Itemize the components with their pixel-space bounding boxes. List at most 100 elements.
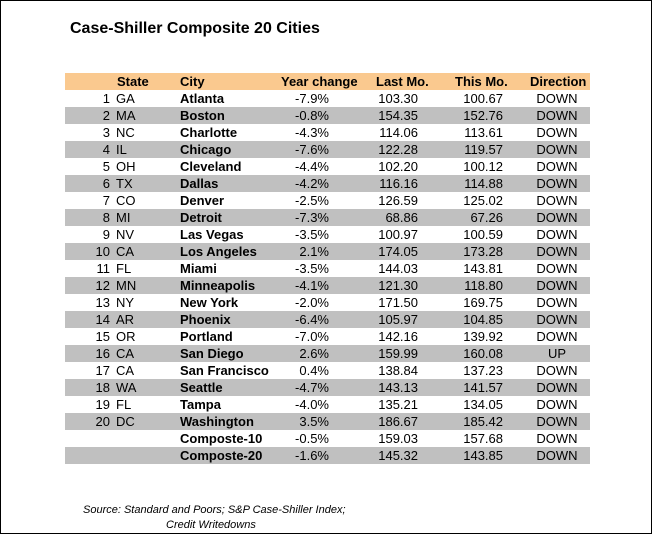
year-change-cell: -7.0% bbox=[295, 329, 329, 344]
city-cell: Composte-20 bbox=[180, 448, 263, 463]
direction-cell: DOWN bbox=[536, 295, 578, 310]
direction-cell: DOWN bbox=[536, 312, 578, 327]
this-mo-cell: 67.26 bbox=[470, 210, 503, 225]
table-title: Case-Shiller Composite 20 Cities bbox=[70, 20, 320, 37]
source-note: Source: Standard and Poors; S&P Case-Shi… bbox=[83, 504, 346, 516]
state-cell: NC bbox=[116, 125, 135, 140]
this-mo-cell: 143.85 bbox=[463, 448, 503, 463]
this-mo-cell: 169.75 bbox=[463, 295, 503, 310]
table-row: 10 CA Los Angeles 2.1% 174.05 173.28 DOWN bbox=[65, 243, 590, 260]
year-change-cell: -0.8% bbox=[295, 108, 329, 123]
table-header-row: State City Year change Last Mo. This Mo.… bbox=[65, 73, 590, 90]
this-mo-cell: 137.23 bbox=[463, 363, 503, 378]
table-row: 19 FL Tampa -4.0% 135.21 134.05 DOWN bbox=[65, 396, 590, 413]
direction-cell: DOWN bbox=[536, 244, 578, 259]
table-row: 18 WA Seattle -4.7% 143.13 141.57 DOWN bbox=[65, 379, 590, 396]
last-mo-cell: 171.50 bbox=[378, 295, 418, 310]
state-cell: IL bbox=[116, 142, 127, 157]
row-number: 20 bbox=[95, 414, 110, 429]
year-change-cell: -3.5% bbox=[295, 261, 329, 276]
direction-cell: DOWN bbox=[536, 125, 578, 140]
city-cell: Las Vegas bbox=[180, 227, 244, 242]
city-cell: Los Angeles bbox=[180, 244, 257, 259]
state-cell: CA bbox=[116, 346, 135, 361]
state-cell: AR bbox=[116, 312, 135, 327]
year-change-cell: -3.5% bbox=[295, 227, 329, 242]
table-row: 16 CA San Diego 2.6% 159.99 160.08 UP bbox=[65, 345, 590, 362]
table-row: 15 OR Portland -7.0% 142.16 139.92 DOWN bbox=[65, 328, 590, 345]
city-cell: Denver bbox=[180, 193, 225, 208]
state-cell: CA bbox=[116, 363, 135, 378]
last-mo-cell: 154.35 bbox=[378, 108, 418, 123]
direction-cell: DOWN bbox=[536, 329, 578, 344]
direction-cell: DOWN bbox=[536, 142, 578, 157]
this-mo-cell: 160.08 bbox=[463, 346, 503, 361]
row-number: 15 bbox=[95, 329, 110, 344]
last-mo-cell: 142.16 bbox=[378, 329, 418, 344]
state-cell: FL bbox=[116, 261, 132, 276]
state-cell: OH bbox=[116, 159, 136, 174]
this-mo-cell: 152.76 bbox=[463, 108, 503, 123]
table-row: 8 MI Detroit -7.3% 68.86 67.26 DOWN bbox=[65, 209, 590, 226]
last-mo-cell: 159.03 bbox=[378, 431, 418, 446]
this-mo-cell: 104.85 bbox=[463, 312, 503, 327]
year-change-cell: 2.1% bbox=[299, 244, 329, 259]
state-cell: NV bbox=[116, 227, 135, 242]
city-cell: Portland bbox=[180, 329, 233, 344]
year-change-cell: -4.7% bbox=[295, 380, 329, 395]
year-change-cell: -4.2% bbox=[295, 176, 329, 191]
row-number: 3 bbox=[102, 125, 110, 140]
row-number: 7 bbox=[102, 193, 110, 208]
state-cell: CA bbox=[116, 244, 135, 259]
direction-cell: DOWN bbox=[536, 278, 578, 293]
last-mo-cell: 105.97 bbox=[378, 312, 418, 327]
direction-cell: DOWN bbox=[536, 397, 578, 412]
table-row: Composte-20 -1.6% 145.32 143.85 DOWN bbox=[65, 447, 590, 464]
year-change-cell: -6.4% bbox=[295, 312, 329, 327]
year-change-cell: -7.3% bbox=[295, 210, 329, 225]
year-change-cell: 2.6% bbox=[299, 346, 329, 361]
year-change-cell: -4.0% bbox=[295, 397, 329, 412]
last-mo-cell: 121.30 bbox=[378, 278, 418, 293]
this-mo-cell: 134.05 bbox=[463, 397, 503, 412]
header-direction: Direction bbox=[530, 74, 587, 89]
city-cell: Washington bbox=[180, 414, 254, 429]
row-number: 5 bbox=[102, 159, 110, 174]
row-number: 16 bbox=[95, 346, 110, 361]
last-mo-cell: 122.28 bbox=[378, 142, 418, 157]
state-cell: WA bbox=[116, 380, 137, 395]
direction-cell: DOWN bbox=[536, 159, 578, 174]
row-number: 4 bbox=[102, 142, 110, 157]
city-cell: Boston bbox=[180, 108, 225, 123]
table-row: Composte-10 -0.5% 159.03 157.68 DOWN bbox=[65, 430, 590, 447]
this-mo-cell: 125.02 bbox=[463, 193, 503, 208]
last-mo-cell: 100.97 bbox=[378, 227, 418, 242]
city-cell: Atlanta bbox=[180, 91, 225, 106]
last-mo-cell: 114.06 bbox=[379, 125, 418, 140]
row-number: 8 bbox=[102, 210, 110, 225]
case-shiller-table: State City Year change Last Mo. This Mo.… bbox=[65, 73, 590, 464]
city-cell: San Francisco bbox=[180, 363, 269, 378]
state-cell: OR bbox=[116, 329, 136, 344]
header-city: City bbox=[180, 74, 205, 89]
last-mo-cell: 174.05 bbox=[378, 244, 418, 259]
last-mo-cell: 186.67 bbox=[378, 414, 418, 429]
last-mo-cell: 68.86 bbox=[385, 210, 418, 225]
table-row: 20 DC Washington 3.5% 186.67 185.42 DOWN bbox=[65, 413, 590, 430]
state-cell: TX bbox=[116, 176, 133, 191]
direction-cell: DOWN bbox=[536, 91, 578, 106]
state-cell: MI bbox=[116, 210, 131, 225]
last-mo-cell: 126.59 bbox=[378, 193, 418, 208]
this-mo-cell: 100.12 bbox=[463, 159, 503, 174]
city-cell: Miami bbox=[180, 261, 217, 276]
state-cell: DC bbox=[116, 414, 135, 429]
table-row: 6 TX Dallas -4.2% 116.16 114.88 DOWN bbox=[65, 175, 590, 192]
row-number: 2 bbox=[102, 108, 110, 123]
table-row: 13 NY New York -2.0% 171.50 169.75 DOWN bbox=[65, 294, 590, 311]
row-number: 9 bbox=[102, 227, 110, 242]
city-cell: San Diego bbox=[180, 346, 244, 361]
last-mo-cell: 116.16 bbox=[379, 176, 418, 191]
city-cell: Seattle bbox=[180, 380, 223, 395]
table-row: 1 GA Atlanta -7.9% 103.30 100.67 DOWN bbox=[65, 90, 590, 107]
table-row: 4 IL Chicago -7.6% 122.28 119.57 DOWN bbox=[65, 141, 590, 158]
